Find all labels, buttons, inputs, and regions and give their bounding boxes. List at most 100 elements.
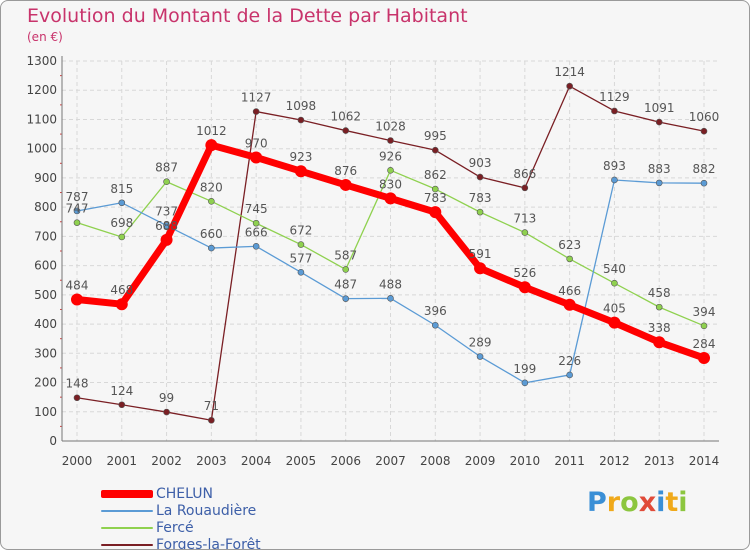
data-label: 1127	[241, 91, 272, 105]
data-label: 526	[513, 266, 536, 280]
data-point	[163, 408, 170, 416]
data-point	[431, 185, 439, 193]
data-point	[563, 298, 576, 311]
data-label: 148	[66, 377, 89, 391]
x-tick-label: 2006	[330, 454, 361, 468]
x-tick-label: 2005	[286, 454, 317, 468]
data-label: 923	[289, 150, 312, 164]
data-label: 883	[648, 162, 671, 176]
data-point	[118, 199, 126, 207]
data-label: 199	[513, 362, 536, 376]
logo-letter: o	[620, 487, 639, 518]
x-tick-label: 2012	[599, 454, 630, 468]
x-tick-label: 2010	[510, 454, 541, 468]
x-tick-label: 2004	[241, 454, 272, 468]
chart-legend: CHELUN La Rouaudière Fercé Forges-la-For…	[101, 485, 261, 549]
data-point	[566, 371, 573, 379]
data-label: 484	[66, 279, 89, 293]
data-point	[297, 241, 305, 248]
legend-label: Fercé	[156, 519, 194, 536]
y-tick-label: 300	[34, 346, 57, 360]
data-label: 995	[424, 129, 447, 143]
data-point	[294, 165, 307, 178]
data-label: 1028	[375, 120, 406, 134]
data-label: 903	[469, 156, 492, 170]
data-point	[297, 116, 305, 124]
legend-item-la-rouaudiere: La Rouaudière	[101, 502, 261, 519]
legend-item-chelun: CHELUN	[101, 485, 261, 502]
data-point	[252, 243, 260, 250]
data-label: 783	[424, 191, 447, 205]
data-point	[118, 401, 126, 409]
y-tick-label: 600	[34, 259, 57, 273]
data-label: 226	[558, 354, 581, 368]
data-point	[250, 151, 263, 164]
logo-letter: t	[665, 487, 679, 518]
data-point	[73, 207, 81, 215]
data-label: 713	[513, 212, 536, 226]
chart-subtitle: (en €)	[27, 30, 63, 44]
data-point	[73, 394, 81, 402]
data-label: 672	[289, 224, 312, 238]
y-tick-label: 1000	[26, 142, 57, 156]
data-point	[205, 139, 218, 152]
data-point	[700, 127, 708, 135]
data-label: 783	[469, 191, 492, 205]
chart-title: Evolution du Montant de la Dette par Hab…	[27, 5, 468, 27]
data-label: 1129	[599, 90, 630, 104]
data-label: 124	[110, 384, 133, 398]
y-tick-label: 0	[49, 434, 57, 448]
data-point	[474, 262, 487, 275]
data-label: 737	[155, 205, 178, 219]
data-point	[342, 266, 350, 273]
legend-swatch	[101, 489, 153, 498]
data-point	[71, 293, 83, 306]
data-label: 394	[693, 305, 716, 319]
data-label: 745	[245, 202, 268, 216]
y-tick-label: 700	[34, 229, 57, 243]
data-label: 591	[469, 247, 492, 261]
data-label: 660	[200, 227, 223, 241]
data-label: 99	[159, 391, 174, 405]
data-point	[655, 179, 663, 187]
legend-label: CHELUN	[156, 485, 213, 502]
data-point	[700, 322, 708, 330]
data-label: 577	[289, 251, 312, 265]
data-label: 284	[693, 337, 716, 351]
data-label: 1012	[196, 124, 227, 138]
data-label: 1098	[286, 99, 317, 113]
data-point	[698, 351, 710, 364]
data-label: 458	[648, 286, 671, 300]
data-point	[387, 137, 394, 144]
data-point	[521, 379, 529, 387]
data-label: 876	[334, 164, 357, 178]
data-point	[208, 244, 215, 252]
data-point	[611, 279, 618, 287]
data-point	[339, 178, 352, 191]
legend-swatch	[101, 509, 153, 512]
data-label: 540	[603, 262, 626, 276]
data-label: 820	[200, 180, 223, 194]
data-label: 893	[603, 159, 626, 173]
data-label: 787	[66, 190, 89, 204]
data-label: 830	[379, 177, 402, 191]
x-tick-label: 2014	[689, 454, 720, 468]
y-tick-label: 100	[34, 405, 57, 419]
x-tick-label: 2013	[644, 454, 675, 468]
y-tick-label: 200	[34, 376, 57, 390]
y-tick-label: 1300	[26, 54, 57, 68]
logo-letter: r	[606, 487, 621, 518]
x-tick-label: 2009	[465, 454, 496, 468]
data-label: 815	[110, 182, 133, 196]
y-tick-label: 1200	[26, 83, 57, 97]
logo-letter: x	[638, 487, 657, 518]
data-point	[521, 184, 529, 192]
legend-swatch	[101, 526, 153, 529]
data-point	[208, 198, 215, 205]
x-tick-label: 2002	[151, 454, 182, 468]
y-tick-label: 800	[34, 200, 57, 214]
data-point	[342, 295, 350, 302]
data-label: 1214	[554, 65, 585, 79]
data-point	[431, 321, 439, 329]
